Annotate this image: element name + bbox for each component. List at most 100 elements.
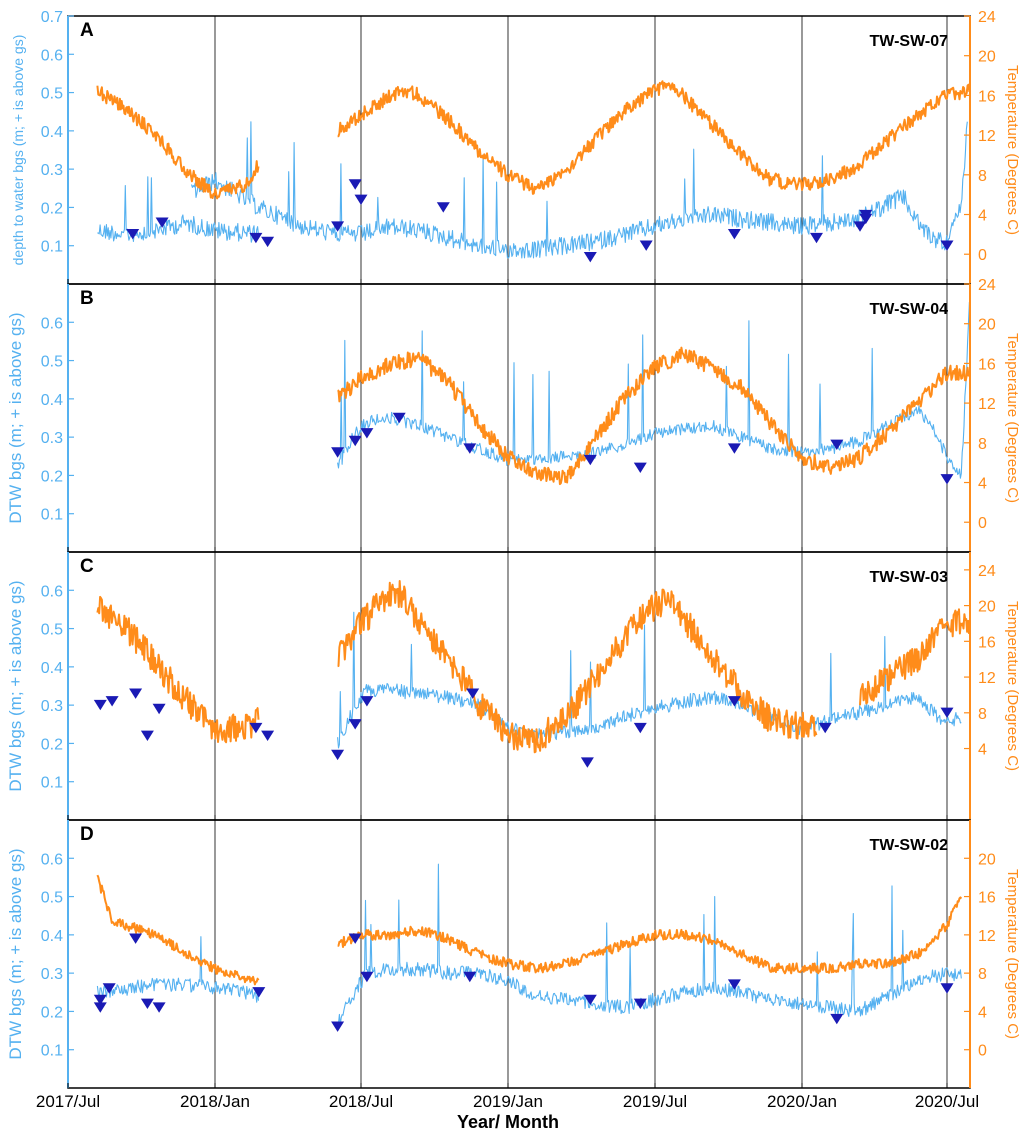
manual-measurement-point bbox=[249, 722, 263, 734]
right-tick-label: 16 bbox=[978, 88, 996, 105]
dtw-series-line bbox=[97, 176, 260, 243]
right-axis-title: Temperature (Degrees C) bbox=[1004, 869, 1021, 1039]
temperature-series-line bbox=[859, 608, 970, 706]
temperature-series-line bbox=[96, 874, 260, 986]
left-tick-label: 0.4 bbox=[41, 392, 63, 409]
manual-measurement-point bbox=[93, 699, 107, 711]
manual-measurement-point bbox=[810, 232, 823, 244]
site-label: TW-SW-04 bbox=[870, 301, 949, 318]
right-tick-label: 8 bbox=[978, 168, 987, 185]
right-axis-title: Temperature (Degrees C) bbox=[1004, 333, 1021, 503]
panels-group: 0.1 0.2 0.3 0.4 0.5 0.6 0.7 0 4 8 12 16 20 24 A TW-SW-0… bbox=[6, 9, 1021, 1089]
manual-measurement-point bbox=[249, 232, 263, 244]
left-tick-label: 0.5 bbox=[41, 890, 63, 907]
right-tick-label: 4 bbox=[978, 208, 987, 225]
manual-measurement-point bbox=[348, 719, 362, 730]
manual-measurement-point bbox=[140, 730, 154, 741]
right-tick-label: 12 bbox=[978, 396, 996, 413]
panel-a-frame bbox=[67, 15, 971, 285]
manual-measurement-point bbox=[152, 1002, 166, 1013]
right-tick-label: 16 bbox=[978, 356, 996, 373]
temperature-series-line bbox=[337, 346, 970, 486]
manual-measurement-point bbox=[727, 229, 741, 240]
temperature-series-line bbox=[337, 80, 970, 195]
manual-measurement-point bbox=[580, 757, 594, 768]
left-tick-label: 0.3 bbox=[41, 698, 63, 715]
right-axis-title: Temperature (Degrees C) bbox=[1004, 65, 1021, 235]
manual-measurement-point bbox=[348, 179, 362, 190]
right-tick-label: 20 bbox=[978, 49, 996, 66]
left-tick-label: 0.5 bbox=[41, 86, 63, 103]
right-tick-label: 20 bbox=[978, 851, 996, 868]
left-tick-label: 0.1 bbox=[41, 775, 63, 792]
temperature-series-line bbox=[337, 896, 963, 975]
panel-letter: A bbox=[80, 20, 94, 41]
manual-measurement-point bbox=[727, 696, 741, 707]
left-tick-label: 0.2 bbox=[41, 200, 63, 217]
site-label: TW-SW-07 bbox=[870, 33, 949, 50]
manual-measurement-point bbox=[152, 703, 166, 715]
dtw-series-line bbox=[337, 863, 962, 1030]
panel-c-plot-area bbox=[93, 580, 970, 768]
manual-measurement-point bbox=[583, 994, 597, 1006]
panel-letter: D bbox=[80, 824, 94, 845]
site-label: TW-SW-03 bbox=[870, 569, 949, 586]
dtw-series-line bbox=[337, 301, 970, 479]
x-tick-label: 2018/Jul bbox=[329, 1092, 393, 1111]
manual-measurement-point bbox=[639, 240, 653, 251]
left-tick-label: 0.5 bbox=[41, 622, 63, 639]
right-tick-label: 8 bbox=[978, 966, 987, 983]
left-tick-label: 0.3 bbox=[41, 966, 63, 983]
manual-measurement-point bbox=[727, 979, 741, 990]
temperature-series-line bbox=[96, 85, 260, 200]
left-tick-label: 0.4 bbox=[41, 124, 63, 141]
right-tick-label: 24 bbox=[978, 277, 996, 294]
x-tick-label: 2018/Jan bbox=[180, 1092, 250, 1111]
left-axis-title: depth to water bgs (m; + is above gs) bbox=[10, 35, 26, 266]
manual-measurement-point bbox=[126, 229, 140, 240]
panel-b-frame bbox=[67, 283, 971, 553]
manual-measurement-point bbox=[392, 412, 406, 424]
x-axis: 2017/Jul 2018/Jan 2018/Jul 2019/Jan 2019/Jul… bbox=[36, 1092, 979, 1111]
right-tick-label: 16 bbox=[978, 890, 996, 907]
left-axis-title: DTW bgs (m; + is above gs) bbox=[6, 580, 25, 791]
panel-letter: B bbox=[80, 288, 94, 309]
manual-measurement-point bbox=[830, 439, 844, 450]
manual-measurement-point bbox=[859, 213, 873, 225]
panel-d-plot-area bbox=[93, 863, 963, 1032]
manual-measurement-point bbox=[252, 987, 266, 998]
right-tick-label: 12 bbox=[978, 928, 996, 945]
manual-measurement-point bbox=[940, 707, 954, 718]
x-tick-label: 2020/Jul bbox=[915, 1092, 979, 1111]
manual-measurement-point bbox=[102, 983, 116, 994]
left-tick-label: 0.4 bbox=[41, 660, 63, 677]
right-axis-title: Temperature (Degrees C) bbox=[1004, 601, 1021, 771]
right-tick-label: 24 bbox=[978, 563, 996, 580]
manual-measurement-point bbox=[348, 435, 362, 447]
right-tick-label: 12 bbox=[978, 670, 996, 687]
manual-measurement-point bbox=[830, 1013, 844, 1025]
right-tick-label: 0 bbox=[978, 247, 987, 264]
left-axis-title: DTW bgs (m; + is above gs) bbox=[6, 312, 25, 523]
dtw-series-line bbox=[96, 936, 260, 1003]
panel-a: 0.1 0.2 0.3 0.4 0.5 0.6 0.7 0 4 8 12 16 20 24 A TW-SW-0… bbox=[10, 9, 1021, 285]
manual-measurement-point bbox=[818, 722, 832, 734]
panel-a-plot-area bbox=[96, 80, 970, 263]
panel-d-frame bbox=[67, 819, 971, 1089]
manual-measurement-point bbox=[583, 252, 597, 263]
left-tick-label: 0.2 bbox=[41, 736, 63, 753]
panel-letter: C bbox=[80, 556, 94, 577]
left-axis-title: DTW bgs (m; + is above gs) bbox=[6, 848, 25, 1059]
manual-measurement-point bbox=[633, 998, 647, 1009]
panel-d: 0.1 0.2 0.3 0.4 0.5 0.6 0 4 8 12 16 20 D TW-SW-02 DTW … bbox=[6, 819, 1021, 1089]
dtw-series-line bbox=[190, 121, 968, 259]
left-tick-label: 0.3 bbox=[41, 430, 63, 447]
manual-measurement-point bbox=[331, 447, 345, 458]
manual-measurement-point bbox=[436, 202, 450, 213]
right-tick-label: 20 bbox=[978, 599, 996, 616]
left-tick-label: 0.2 bbox=[41, 468, 63, 485]
left-tick-label: 0.6 bbox=[41, 315, 63, 332]
right-tick-label: 4 bbox=[978, 1004, 987, 1021]
right-tick-label: 8 bbox=[978, 706, 987, 723]
